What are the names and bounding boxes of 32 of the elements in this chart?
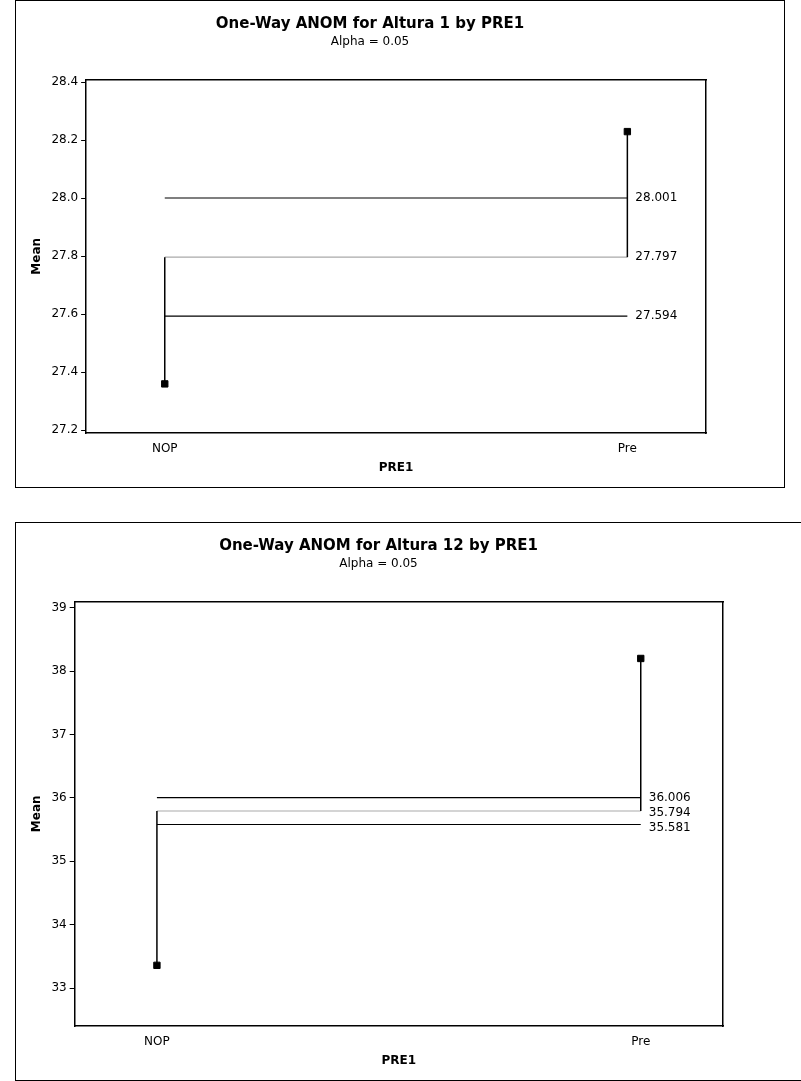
x-tick-label: NOP [151, 440, 178, 455]
y-tick-label: 33 [51, 980, 67, 995]
ref-line-label: 28.001 [635, 190, 678, 205]
y-axis-title: Mean [29, 795, 44, 833]
x-axis-title: PRE1 [378, 459, 414, 474]
ref-line-label: 27.797 [635, 249, 678, 264]
y-tick-label: 35 [51, 853, 67, 868]
chart-title: One-Way ANOM for Altura 1 by PRE1 [215, 13, 525, 32]
ref-line-label: 36.006 [648, 789, 691, 804]
y-tick-label: 28.0 [51, 190, 79, 205]
y-axis-title: Mean [29, 237, 44, 275]
y-tick-label: 27.6 [51, 306, 79, 321]
y-tick-label: 36 [51, 790, 67, 805]
y-tick-label: 27.2 [51, 422, 79, 437]
ref-line-label: 35.581 [648, 819, 691, 834]
y-tick-label: 39 [51, 599, 67, 614]
y-tick-label: 28.4 [51, 74, 79, 89]
y-tick-label: 34 [51, 916, 67, 931]
ref-line-label: 35.794 [648, 804, 691, 819]
y-tick-label: 27.4 [51, 364, 79, 379]
chart-subtitle: Alpha = 0.05 [339, 556, 418, 571]
x-tick-label: Pre [617, 440, 637, 455]
x-tick-label: Pre [631, 1033, 651, 1048]
y-tick-label: 27.8 [51, 248, 79, 263]
y-tick-label: 38 [51, 663, 67, 678]
chart-subtitle: Alpha = 0.05 [330, 34, 410, 49]
x-axis-title: PRE1 [381, 1052, 417, 1067]
chart-title: One-Way ANOM for Altura 12 by PRE1 [219, 535, 538, 554]
x-tick-label: NOP [144, 1033, 170, 1048]
ref-line-label: 27.594 [635, 308, 678, 323]
y-tick-label: 28.2 [51, 132, 79, 147]
y-tick-label: 37 [51, 726, 67, 741]
